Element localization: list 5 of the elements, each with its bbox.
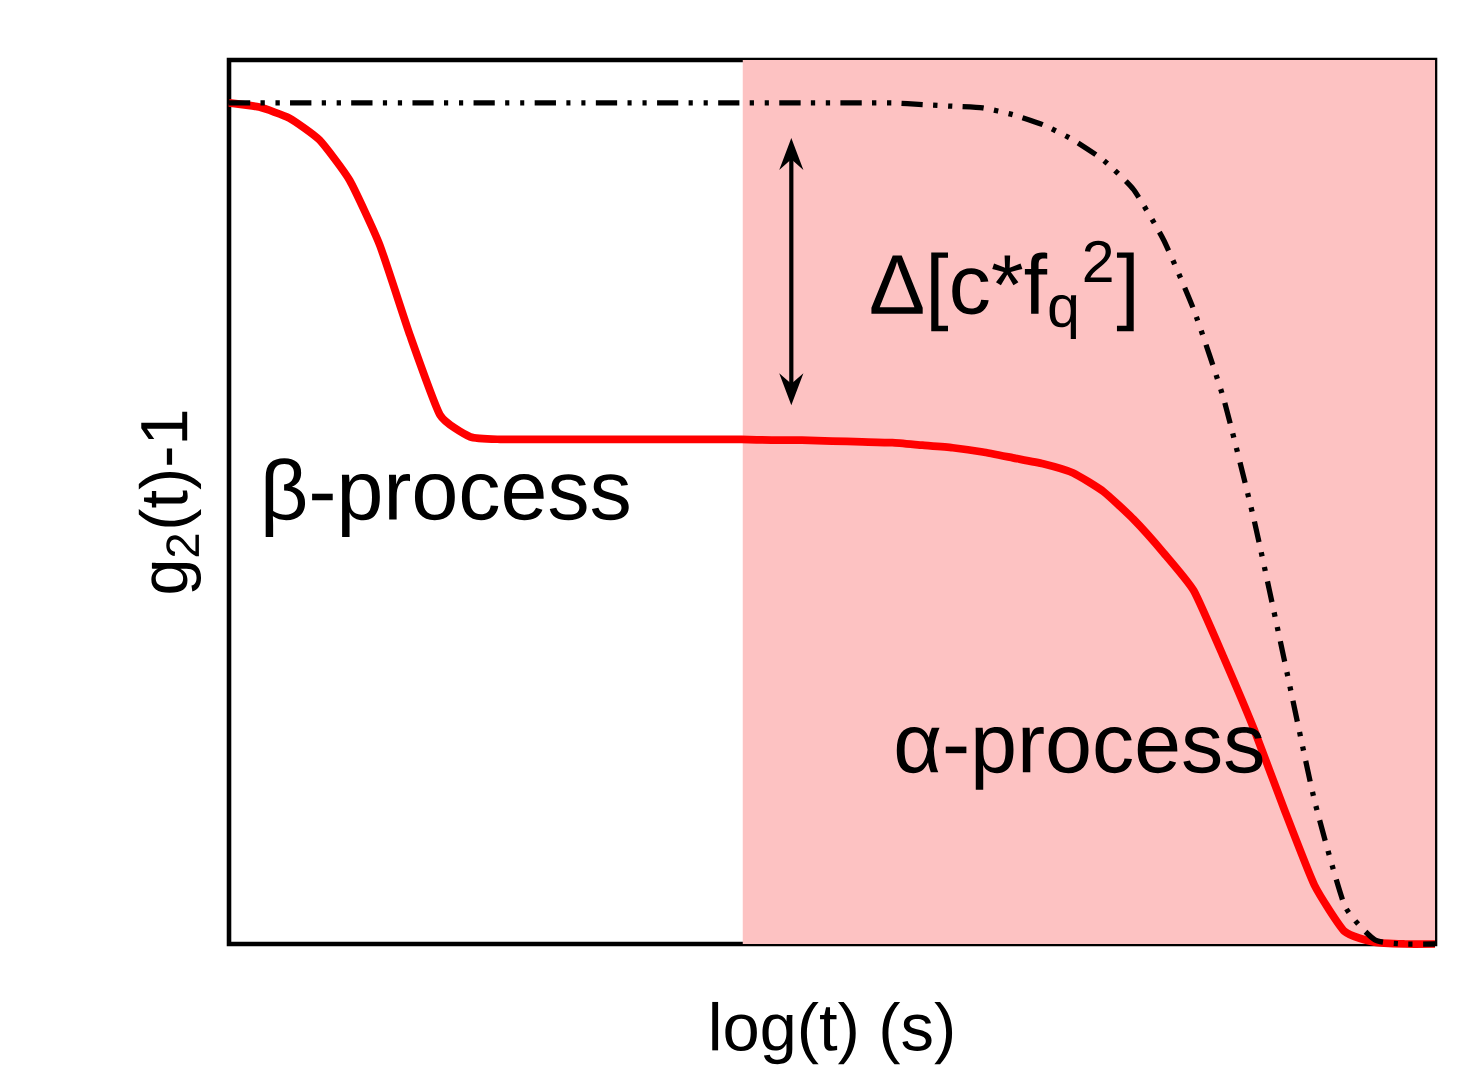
x-axis-title: log(t) (s) [712, 1001, 953, 1065]
y-axis-title: g$_{2}$(t)-1 [138, 411, 202, 593]
annotation: Δ[c*f$_{q}$$^{2}$] [871, 240, 1134, 339]
annotation: β-process [265, 458, 629, 537]
annotation: α-process [896, 726, 1263, 790]
